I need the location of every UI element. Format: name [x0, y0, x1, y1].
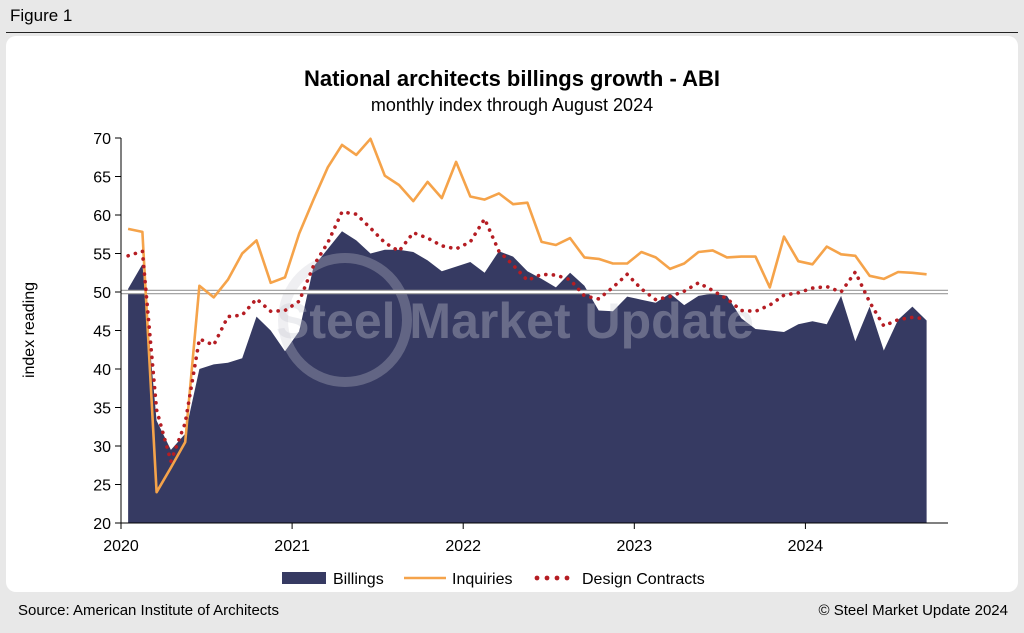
chart-subtitle: monthly index through August 2024	[370, 95, 654, 115]
inquiries-line	[127, 137, 927, 494]
chart-title: National architects billings growth - AB…	[303, 66, 720, 91]
y-tick-label: 55	[93, 247, 111, 264]
y-tick-label: 40	[93, 362, 111, 379]
x-tick-label: 2023	[617, 538, 653, 555]
source-note: Source: American Institute of Architects	[18, 602, 279, 619]
x-tick-label: 2024	[788, 538, 824, 555]
legend-design-dot	[554, 575, 560, 581]
legend-billings-label: Billings	[333, 571, 384, 588]
y-tick-label: 45	[93, 324, 111, 341]
billings-area	[128, 231, 927, 523]
header-rule	[6, 32, 1018, 33]
watermark-text: Steel Market Update	[276, 293, 754, 349]
y-tick-label: 60	[93, 208, 111, 225]
y-tick-label: 70	[93, 131, 111, 148]
figure-label: Figure 1	[10, 6, 73, 25]
y-tick-label: 20	[93, 516, 111, 533]
legend-design-dot	[544, 575, 550, 581]
x-tick-label: 2022	[445, 538, 481, 555]
x-tick-label: 2020	[103, 538, 139, 555]
y-tick-label: 50	[93, 285, 111, 302]
y-tick-label: 30	[93, 439, 111, 456]
y-tick-label: 25	[93, 478, 111, 495]
x-tick-label: 2021	[274, 538, 310, 555]
y-tick-label: 35	[93, 401, 111, 418]
legend-design-contracts-label: Design Contracts	[582, 571, 705, 588]
legend-design-dot	[534, 575, 540, 581]
legend-billings-swatch	[282, 572, 326, 584]
y-tick-label: 65	[93, 170, 111, 187]
copyright-note: © Steel Market Update 2024	[818, 602, 1009, 619]
legend-design-dot	[564, 575, 570, 581]
legend-inquiries-label: Inquiries	[452, 571, 512, 588]
watermark-logo	[278, 253, 412, 387]
